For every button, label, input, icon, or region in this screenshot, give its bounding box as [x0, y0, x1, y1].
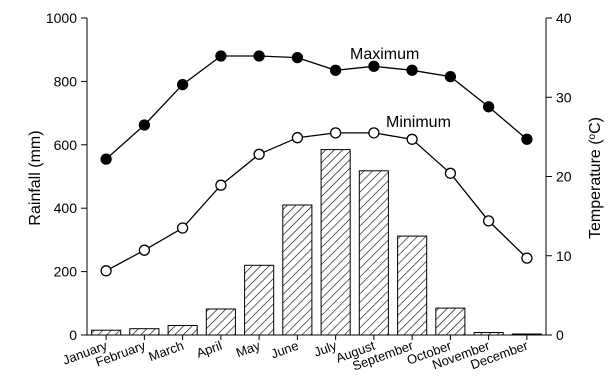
- y2-tick-label: 0: [556, 327, 564, 343]
- y2-tick-label: 10: [556, 248, 572, 264]
- rainfall-bar: [282, 204, 313, 336]
- temperature-point-0: [176, 78, 189, 91]
- rainfall-bar: [397, 235, 428, 336]
- y2-axis-title: Temperature (oC): [587, 117, 605, 239]
- x-tick-label: March: [147, 338, 186, 364]
- temperature-point-1: [253, 148, 265, 160]
- temperature-lines: [100, 50, 533, 277]
- temperature-point-0: [291, 51, 304, 64]
- temperature-point-0: [253, 50, 265, 62]
- annotation-minimum: Minimum: [386, 114, 451, 131]
- temperature-point-1: [482, 215, 495, 227]
- temperature-point-1: [406, 133, 418, 145]
- temperature-point-0: [368, 60, 380, 72]
- y-tick-label: 400: [54, 200, 78, 216]
- rainfall-bar: [129, 328, 160, 336]
- axes: [81, 17, 552, 340]
- y2-tick-label: 20: [556, 169, 572, 185]
- temperature-point-0: [329, 64, 342, 76]
- temperature-line-1: [105, 132, 528, 272]
- temperature-point-1: [215, 179, 227, 191]
- temperature-point-0: [100, 153, 112, 165]
- rainfall-bar: [435, 307, 466, 336]
- temperature-point-1: [100, 265, 112, 277]
- y2-tick-label: 30: [556, 89, 572, 105]
- y2-axis-title-main: Temperature (: [587, 139, 604, 239]
- x-tick-label: May: [234, 338, 263, 361]
- y-tick-label: 0: [69, 327, 77, 343]
- temperature-point-1: [444, 167, 457, 179]
- y2-tick-label: 40: [556, 10, 572, 26]
- y-tick-label: 600: [54, 137, 78, 153]
- temperature-point-0: [444, 70, 457, 83]
- temperature-point-1: [368, 127, 380, 139]
- temperature-point-1: [176, 222, 189, 234]
- temperature-point-1: [521, 252, 533, 264]
- annotation-maximum: Maximum: [350, 46, 419, 63]
- temperature-point-0: [482, 101, 495, 113]
- x-tick-label: April: [194, 338, 224, 361]
- y-tick-label: 1000: [46, 10, 77, 26]
- y2-axis-title-end: C): [587, 117, 604, 134]
- temperature-point-0: [406, 64, 418, 76]
- temperature-point-1: [138, 244, 151, 256]
- rainfall-bar: [358, 170, 389, 336]
- y-axis-title: Rainfall (mm): [27, 130, 44, 225]
- temperature-point-1: [291, 132, 304, 144]
- rainfall-bars: [91, 149, 542, 336]
- temperature-point-1: [329, 127, 342, 139]
- y-tick-label: 200: [54, 264, 78, 280]
- rainfall-bar: [205, 308, 236, 336]
- temperature-point-0: [521, 133, 533, 145]
- rainfall-bar: [91, 329, 122, 336]
- temperature-line-0: [105, 55, 528, 160]
- rainfall-bar: [167, 325, 198, 336]
- y2-axis-title-sup: o: [587, 133, 598, 139]
- rainfall-bar: [320, 149, 351, 336]
- x-tick-label: June: [269, 338, 301, 362]
- temperature-point-0: [215, 50, 227, 62]
- y-tick-label: 800: [54, 73, 78, 89]
- rainfall-bar: [244, 264, 275, 336]
- temperature-point-0: [138, 119, 151, 131]
